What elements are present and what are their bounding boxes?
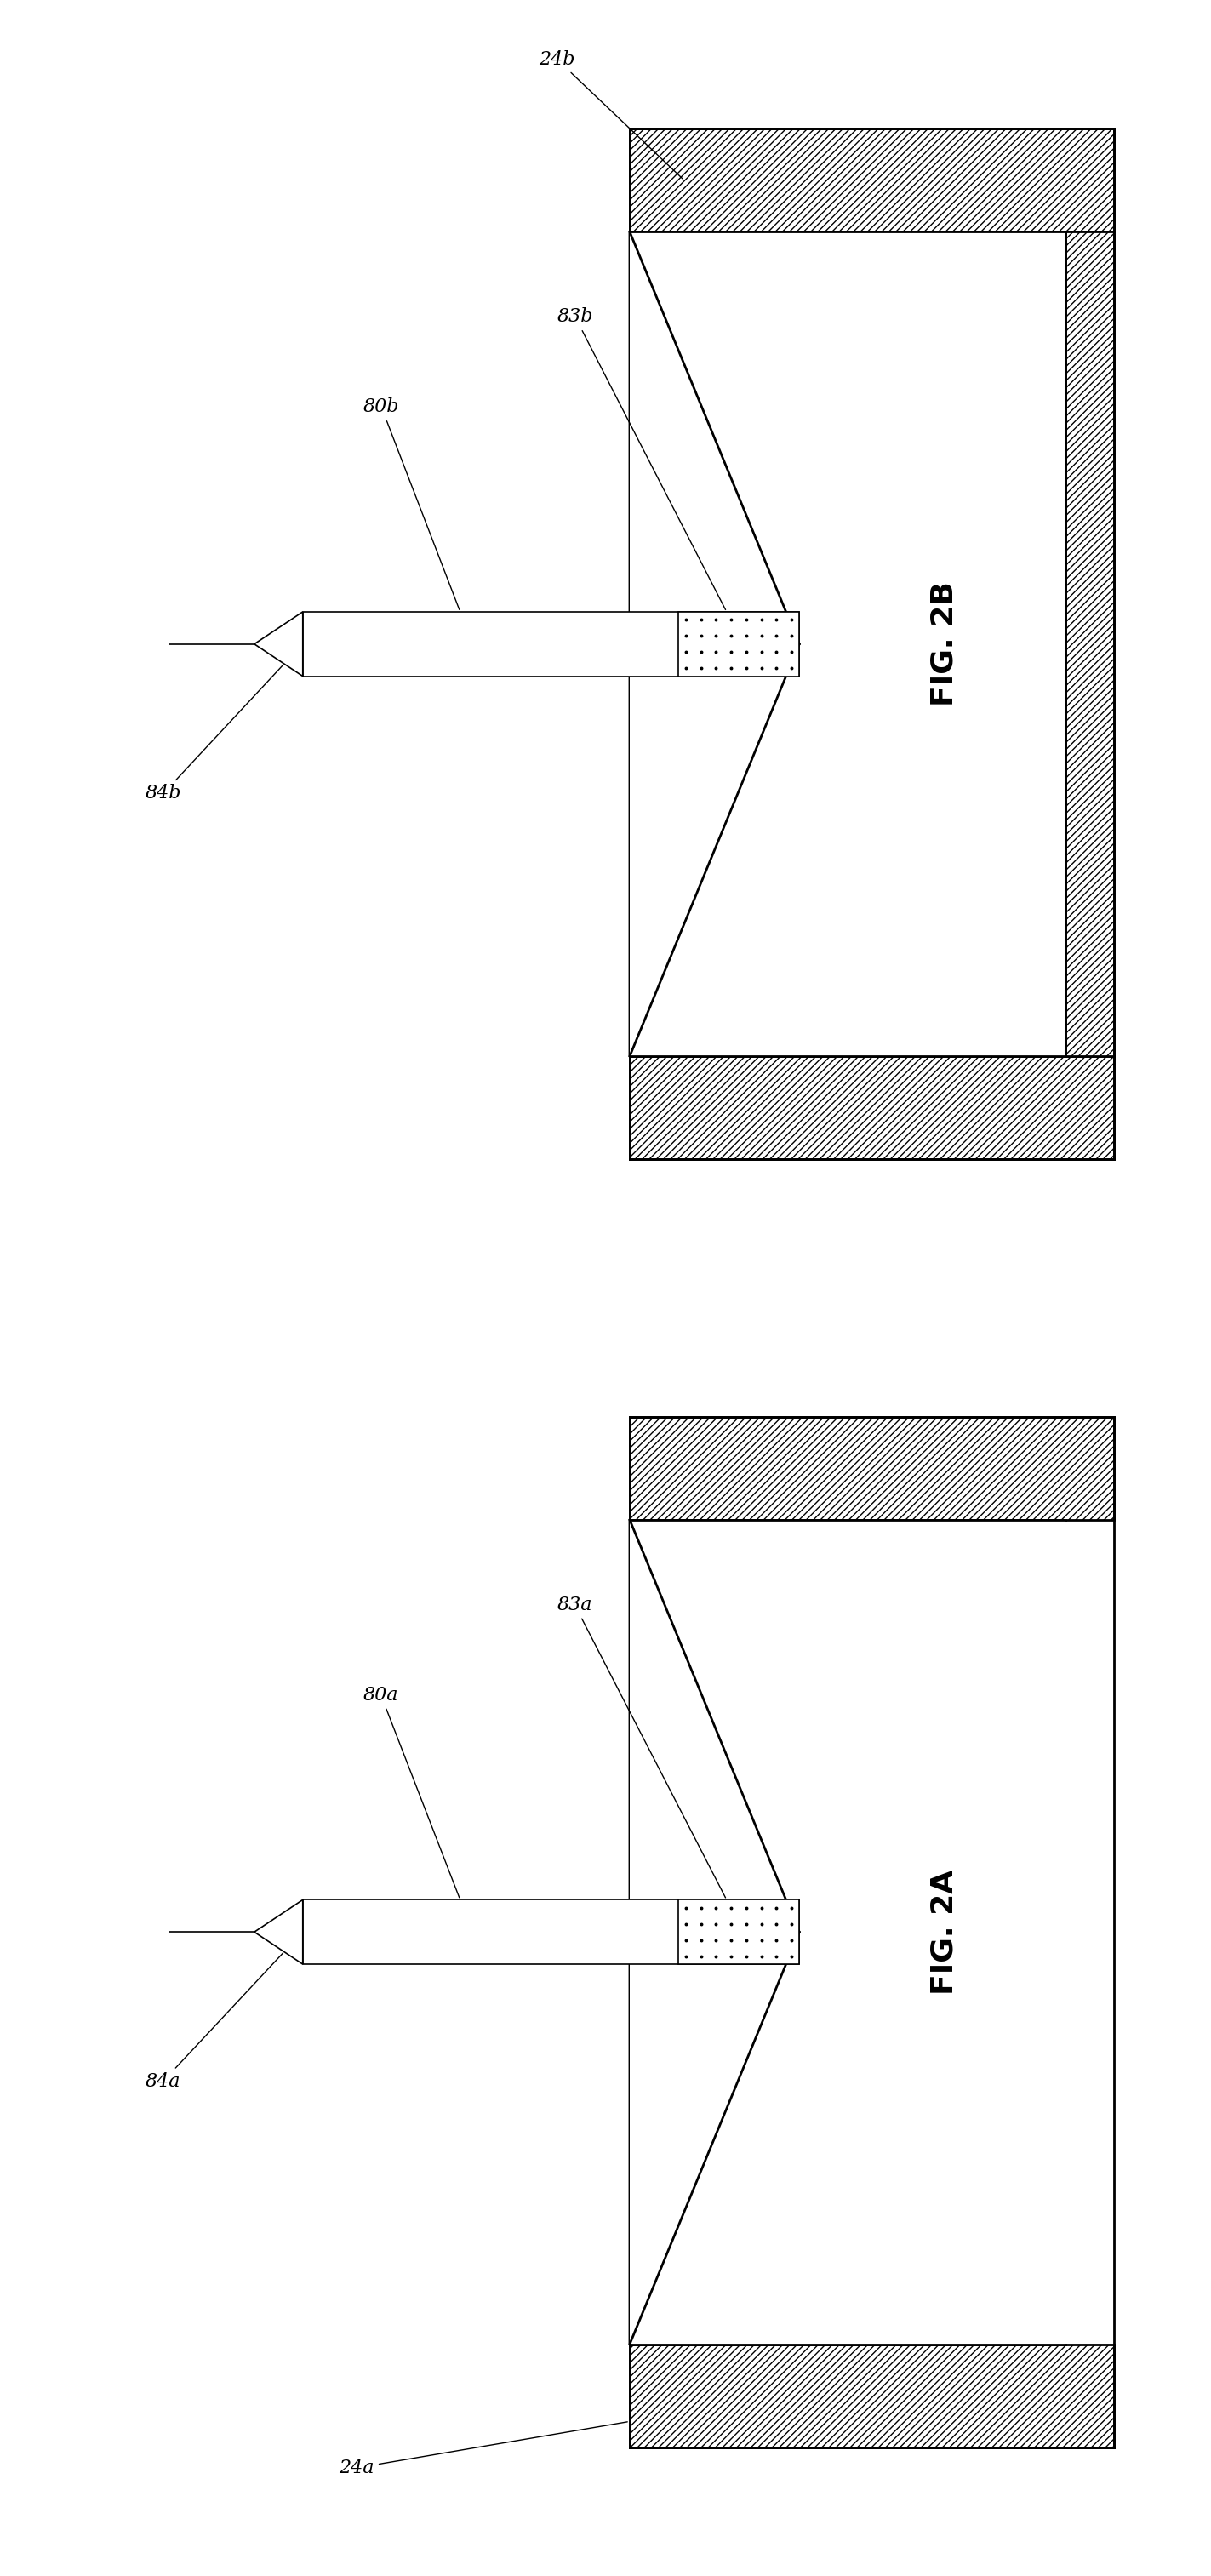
- Polygon shape: [630, 1932, 799, 2344]
- Text: FIG. 2A: FIG. 2A: [930, 1870, 959, 1994]
- Polygon shape: [254, 613, 303, 677]
- Text: FIG. 2B: FIG. 2B: [930, 582, 959, 706]
- Polygon shape: [630, 1056, 1114, 1159]
- Polygon shape: [630, 232, 799, 644]
- Polygon shape: [630, 1520, 1066, 2344]
- Text: 84a: 84a: [145, 1953, 283, 2092]
- Bar: [678, 613, 799, 677]
- Polygon shape: [254, 1901, 303, 1963]
- Polygon shape: [799, 1520, 1066, 2344]
- Polygon shape: [1066, 232, 1114, 1056]
- Bar: [303, 1901, 799, 1963]
- Polygon shape: [630, 644, 799, 1056]
- Polygon shape: [799, 232, 1066, 1056]
- Bar: [303, 613, 799, 677]
- Text: 84b: 84b: [145, 665, 283, 804]
- Polygon shape: [630, 129, 1114, 232]
- Text: 80a: 80a: [363, 1685, 459, 1899]
- Polygon shape: [630, 232, 1066, 1056]
- Bar: [678, 1901, 799, 1963]
- Text: 24b: 24b: [539, 49, 683, 178]
- Polygon shape: [630, 2344, 1114, 2447]
- Polygon shape: [630, 1417, 1114, 1520]
- Text: 83a: 83a: [557, 1595, 725, 1899]
- Text: 24a: 24a: [339, 2421, 627, 2478]
- Polygon shape: [630, 1520, 799, 1932]
- Text: 83b: 83b: [557, 307, 725, 611]
- Text: 80b: 80b: [363, 397, 459, 611]
